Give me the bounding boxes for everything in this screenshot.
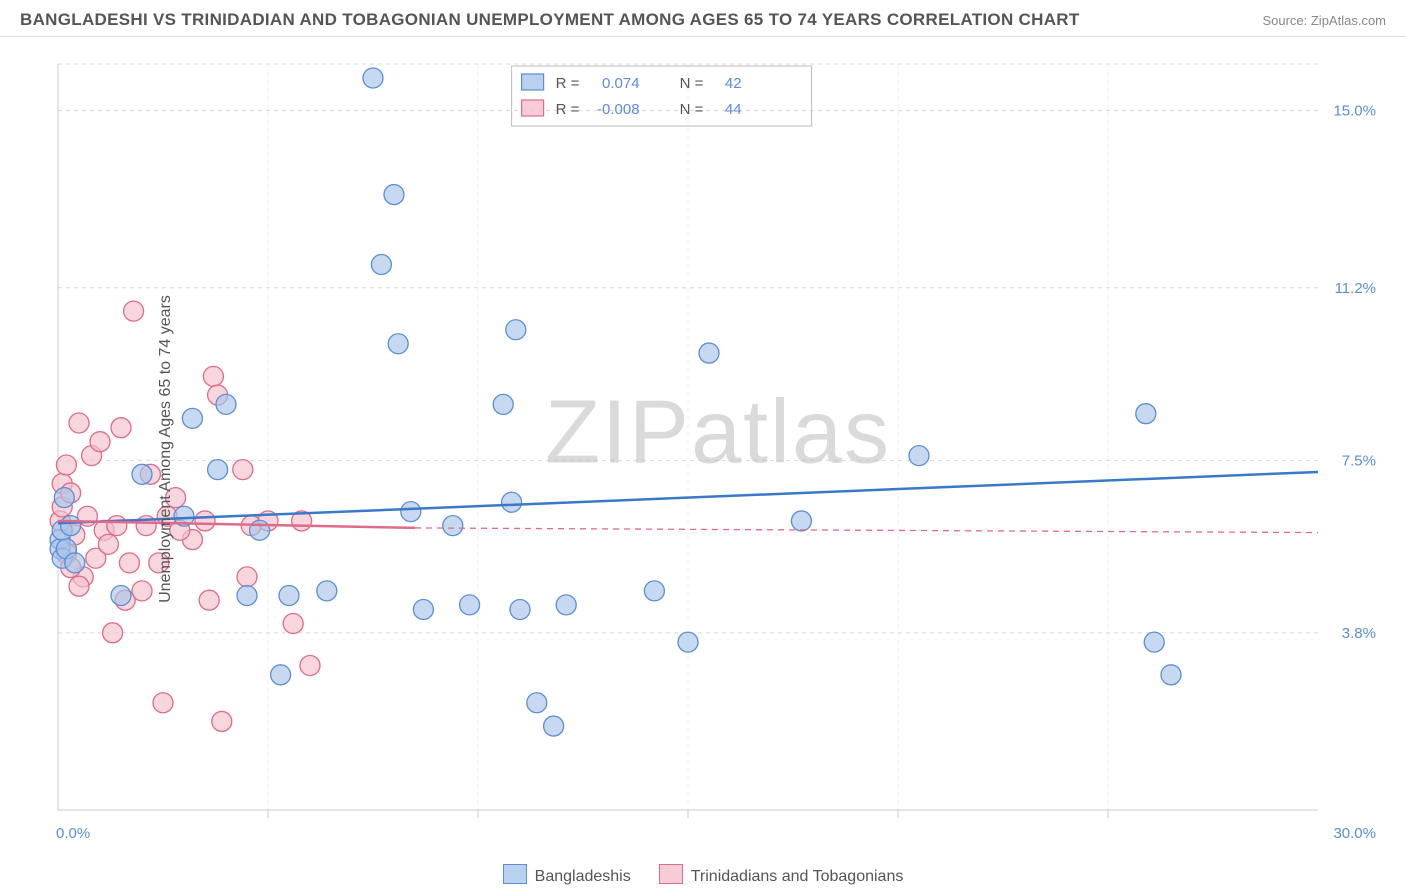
y-axis-label: Unemployment Among Ages 65 to 74 years	[157, 295, 175, 603]
svg-text:15.0%: 15.0%	[1333, 103, 1376, 120]
svg-text:3.8%: 3.8%	[1342, 625, 1376, 642]
swatch-pink	[659, 864, 683, 884]
svg-text:44: 44	[725, 101, 742, 118]
series-legend: Bangladeshis Trinidadians and Tobagonian…	[0, 864, 1406, 886]
svg-text:30.0%: 30.0%	[1333, 825, 1376, 842]
legend-item-pink: Trinidadians and Tobagonians	[659, 864, 904, 886]
source-label: Source: ZipAtlas.com	[1262, 13, 1386, 28]
svg-text:N =: N =	[680, 75, 704, 92]
svg-text:-0.008: -0.008	[597, 101, 640, 118]
svg-text:R =: R =	[556, 101, 580, 118]
legend-item-blue: Bangladeshis	[503, 864, 631, 886]
svg-text:R =: R =	[556, 75, 580, 92]
svg-text:0.0%: 0.0%	[56, 825, 90, 842]
legend-label-pink: Trinidadians and Tobagonians	[691, 868, 904, 885]
scatter-chart: 3.8% 7.5% 11.2% 15.0% 0.0% 30.0% R = 0.074 N = 42…	[48, 46, 1388, 846]
svg-text:42: 42	[725, 75, 742, 92]
swatch-blue	[503, 864, 527, 884]
chart-area: Unemployment Among Ages 65 to 74 years 3…	[48, 46, 1388, 852]
header-bar: BANGLADESHI VS TRINIDADIAN AND TOBAGONIA…	[0, 0, 1406, 37]
svg-text:7.5%: 7.5%	[1342, 452, 1376, 469]
svg-text:11.2%: 11.2%	[1335, 280, 1376, 297]
chart-title: BANGLADESHI VS TRINIDADIAN AND TOBAGONIA…	[20, 10, 1080, 30]
svg-text:0.074: 0.074	[602, 75, 640, 92]
svg-text:N =: N =	[680, 101, 704, 118]
legend-label-blue: Bangladeshis	[535, 868, 631, 885]
